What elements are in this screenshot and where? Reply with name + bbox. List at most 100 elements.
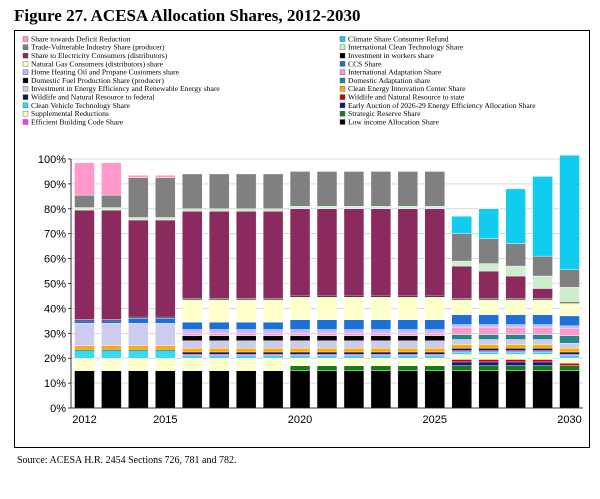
bar-segment [262, 370, 284, 409]
y-tick-label: 0% [50, 403, 66, 415]
bar-segment [505, 354, 526, 360]
bar-segment [182, 333, 203, 336]
bar-segment [559, 355, 580, 359]
bar-segment [370, 370, 392, 409]
bar-segment [182, 351, 203, 355]
bar-segment [289, 335, 311, 341]
bar-segment [182, 321, 203, 330]
bar-segment [451, 334, 472, 340]
bar-segment [235, 208, 257, 212]
bar-segment [505, 351, 526, 355]
bar-segment [532, 275, 553, 289]
bar-segment [532, 348, 553, 351]
bar-segment [370, 358, 392, 366]
bar-segment [559, 358, 580, 364]
bar-segment [370, 319, 392, 330]
bar-segment [451, 354, 472, 360]
bar-segment [478, 208, 499, 239]
bar-segment [128, 350, 149, 359]
bar-segment [343, 365, 365, 371]
bar-segment [478, 351, 499, 355]
bar-segment [532, 359, 553, 363]
x-tick-label: 2020 [288, 414, 312, 426]
bar-segment [370, 333, 392, 336]
bar-segment [209, 340, 230, 349]
legend-label: Share towards Deficit Reduction [31, 34, 131, 43]
bar-segment [343, 351, 365, 355]
bar-segment [155, 370, 176, 409]
bar-segment [478, 365, 499, 371]
bar-segment [532, 339, 553, 345]
bar-segment [424, 348, 445, 353]
legend-label: International Adaptation Share [348, 68, 442, 77]
legend-label: Clean Energy Innovation Center Share [348, 84, 466, 93]
bar-segment [262, 299, 284, 323]
bar-segment [532, 176, 553, 257]
legend-label: Share to Electricity Consumers (distribu… [31, 51, 168, 60]
bar-segment [478, 324, 499, 328]
bar-segment [155, 217, 176, 221]
bar-segment [559, 315, 580, 327]
bar-segment [128, 318, 149, 324]
bar-segment [397, 348, 419, 353]
bar-segment [532, 288, 553, 299]
bar-segment [316, 296, 338, 320]
x-tick-label: 2015 [153, 414, 177, 426]
bar-segment [235, 351, 257, 355]
bar-segment [559, 269, 580, 288]
bar-segment [182, 335, 203, 341]
bar-segment [505, 324, 526, 328]
bar-segment [316, 335, 338, 341]
bar-segment [370, 365, 392, 371]
bar-segment [451, 370, 472, 409]
bar-segment [451, 361, 472, 366]
legend-swatch [339, 119, 346, 125]
bar-segment [343, 171, 365, 207]
bar-segment [397, 365, 419, 371]
bar-segment [505, 326, 526, 335]
bar-segment [316, 208, 338, 297]
legend-label: Climate Share Consumer Refund [348, 34, 449, 43]
bar-segment [424, 333, 445, 336]
legend-swatch [22, 36, 29, 42]
x-axis: 2012 2015 2020 2025 2030 [72, 414, 582, 426]
bar-segment [559, 365, 580, 371]
legend-label: Strategic Reserve Share [348, 109, 421, 118]
bar-segment [289, 296, 311, 320]
bar-segment [532, 344, 553, 349]
legend-label: Wildlife and Natural Resource to state [348, 93, 465, 102]
y-tick-label: 10% [44, 378, 66, 390]
bar-segment [182, 173, 203, 210]
bar-segment [505, 344, 526, 349]
bar-segment [478, 263, 499, 272]
bar-segment [424, 206, 445, 209]
bar-segment [182, 208, 203, 212]
y-tick-label: 50% [44, 279, 66, 291]
x-tick-label: 2030 [557, 414, 581, 426]
bar-segment [424, 358, 445, 366]
bar-segment [343, 355, 365, 359]
bar-segment [478, 299, 499, 315]
bar-segment [478, 339, 499, 345]
bar-segment [343, 333, 365, 336]
bar-segment [101, 358, 122, 371]
bar-segment [155, 358, 176, 371]
bar-segment [316, 351, 338, 355]
bar-segment [209, 333, 230, 336]
bar-segment [316, 340, 338, 349]
legend-label: Trade-Vulnerable Industry Share (produce… [31, 43, 165, 52]
bar-segment [505, 314, 526, 325]
legend-swatch [22, 61, 29, 67]
bar-segment [424, 335, 445, 341]
bar-segment [397, 296, 419, 320]
bar-segment [343, 348, 365, 353]
legend-label: Investment in Energy Efficiency and Rene… [31, 84, 220, 93]
bar-segment [397, 206, 419, 209]
bar-segment [128, 370, 149, 409]
bar-segment [532, 351, 553, 355]
bar-segment [451, 216, 472, 234]
bar-segment [235, 333, 257, 336]
bar-segment [316, 370, 338, 409]
bar-segment [532, 365, 553, 371]
bar-segment [424, 351, 445, 355]
